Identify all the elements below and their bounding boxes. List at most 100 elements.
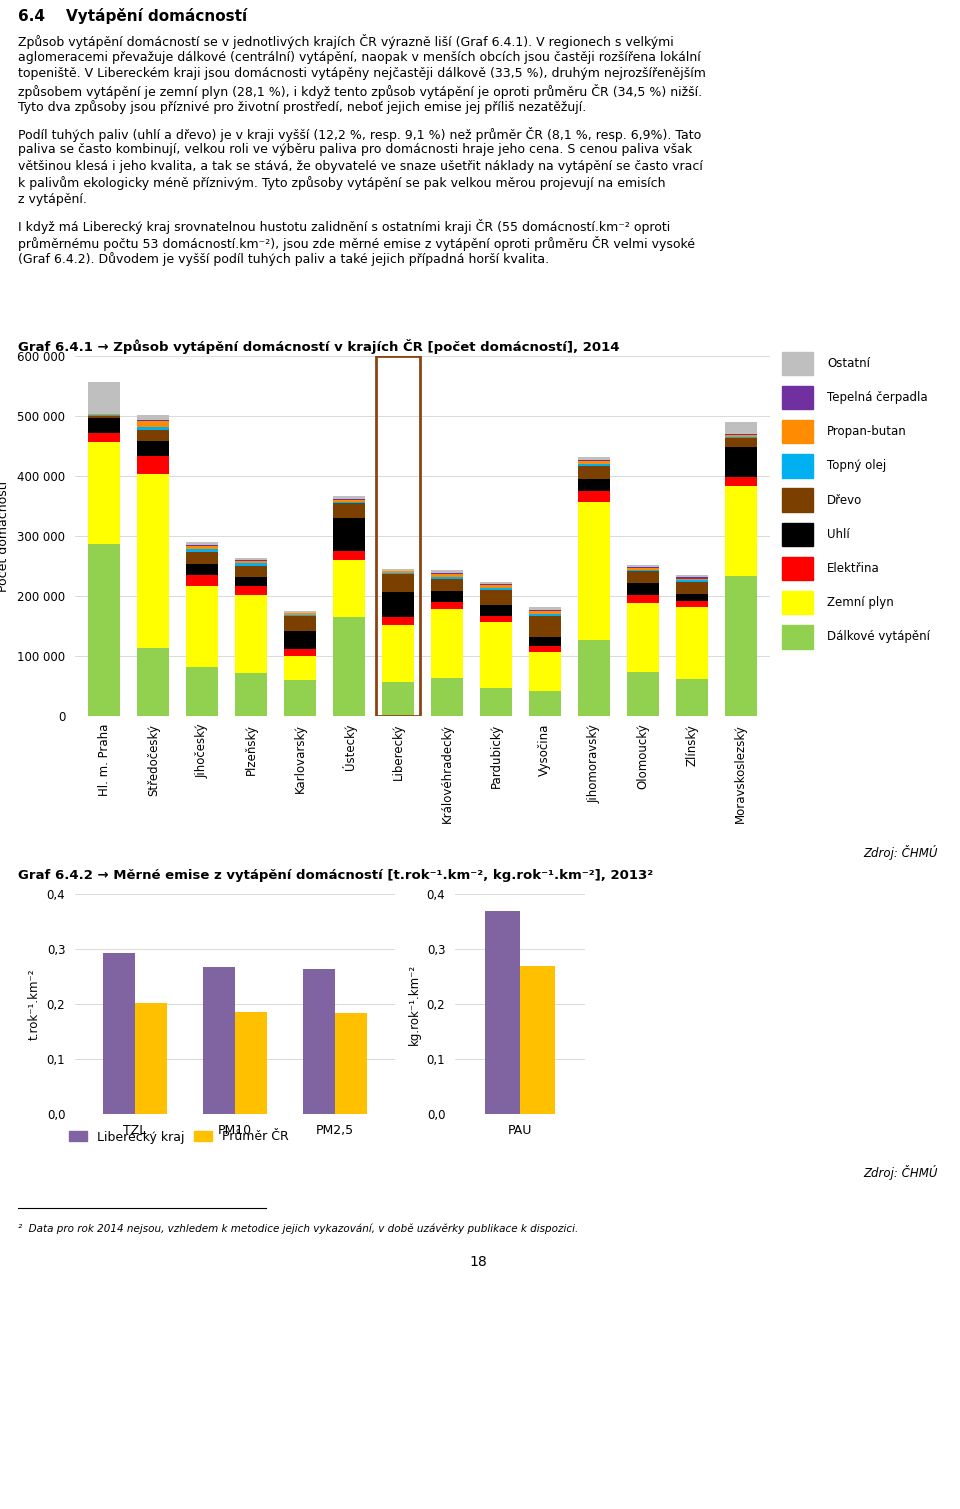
- Bar: [480, 590, 512, 605]
- Bar: [382, 573, 414, 593]
- Bar: [627, 602, 659, 672]
- Bar: [520, 966, 555, 1114]
- Bar: [137, 421, 169, 427]
- Bar: [627, 672, 659, 715]
- Bar: [186, 564, 218, 575]
- Text: aglomeracemi převažuje dálkové (centrální) vytápění, naopak v menších obcích jso: aglomeracemi převažuje dálkové (centráln…: [18, 51, 701, 63]
- Bar: [431, 678, 463, 715]
- Text: 6.4    Vytápění domácností: 6.4 Vytápění domácností: [18, 8, 247, 24]
- Bar: [781, 489, 813, 512]
- Bar: [235, 558, 267, 560]
- Bar: [137, 415, 169, 420]
- Bar: [486, 910, 520, 1114]
- Bar: [431, 592, 463, 602]
- Bar: [529, 646, 561, 652]
- Bar: [88, 416, 120, 418]
- Bar: [235, 563, 267, 566]
- Bar: [480, 581, 512, 584]
- Text: Topný olej: Topný olej: [827, 459, 886, 472]
- Bar: [781, 454, 813, 477]
- Bar: [529, 637, 561, 646]
- Bar: [725, 486, 756, 576]
- Bar: [235, 561, 267, 563]
- Bar: [186, 549, 218, 552]
- Text: Způsob vytápění domácností se v jednotlivých krajích ČR výrazně liší (Graf 6.4.1: Způsob vytápění domácností se v jednotli…: [18, 35, 674, 50]
- Text: z vytápění.: z vytápění.: [18, 193, 86, 205]
- Bar: [382, 593, 414, 617]
- Bar: [627, 572, 659, 584]
- Text: Ostatní: Ostatní: [827, 356, 870, 370]
- Bar: [88, 433, 120, 442]
- Text: k palivům ekologicky méně příznivým. Tyto způsoby vytápění se pak velkou měrou p: k palivům ekologicky méně příznivým. Tyt…: [18, 177, 665, 190]
- Bar: [284, 656, 316, 681]
- Bar: [284, 616, 316, 631]
- Bar: [578, 490, 610, 502]
- Bar: [781, 420, 813, 444]
- Text: Tepelná čerpadla: Tepelná čerpadla: [827, 391, 927, 404]
- Bar: [333, 560, 365, 617]
- Bar: [578, 462, 610, 463]
- Bar: [333, 551, 365, 560]
- Bar: [676, 601, 708, 607]
- Bar: [578, 457, 610, 460]
- Bar: [431, 579, 463, 592]
- Bar: [382, 625, 414, 682]
- Y-axis label: t.rok⁻¹.km⁻²: t.rok⁻¹.km⁻²: [28, 969, 41, 1040]
- Bar: [88, 442, 120, 543]
- Bar: [578, 640, 610, 715]
- Bar: [333, 502, 365, 518]
- Bar: [137, 420, 169, 421]
- Text: Zdroj: ČHMÚ: Zdroj: ČHMÚ: [863, 1165, 938, 1180]
- Bar: [725, 438, 756, 447]
- Bar: [335, 1014, 367, 1114]
- Bar: [382, 682, 414, 715]
- Text: Graf 6.4.1 → Způsob vytápění domácností v krajích ČR [počet domácností], 2014: Graf 6.4.1 → Způsob vytápění domácností …: [18, 340, 619, 355]
- Bar: [235, 585, 267, 595]
- Bar: [529, 616, 561, 637]
- Bar: [529, 614, 561, 616]
- Bar: [431, 602, 463, 610]
- Bar: [235, 673, 267, 715]
- Bar: [431, 576, 463, 579]
- Bar: [137, 649, 169, 715]
- Bar: [431, 610, 463, 678]
- Bar: [676, 607, 708, 679]
- Bar: [382, 617, 414, 625]
- Bar: [627, 569, 659, 570]
- Bar: [186, 585, 218, 667]
- Bar: [382, 569, 414, 570]
- Bar: [303, 969, 335, 1114]
- Text: Uhlí: Uhlí: [827, 528, 850, 540]
- Bar: [676, 679, 708, 715]
- Bar: [578, 502, 610, 640]
- Text: způsobem vytápění je zemní plyn (28,1 %), i když tento způsob vytápění je oproti: způsobem vytápění je zemní plyn (28,1 %)…: [18, 85, 702, 100]
- Bar: [781, 352, 813, 374]
- Bar: [529, 691, 561, 715]
- Bar: [529, 652, 561, 691]
- Bar: [284, 631, 316, 649]
- Bar: [627, 584, 659, 596]
- Bar: [88, 543, 120, 715]
- Bar: [284, 611, 316, 613]
- Text: topeniště. V Libereckém kraji jsou domácnosti vytápěny nejčastěji dálkově (33,5 : topeniště. V Libereckém kraji jsou domác…: [18, 68, 706, 80]
- Bar: [137, 456, 169, 474]
- Bar: [781, 625, 813, 649]
- Bar: [186, 546, 218, 549]
- Bar: [431, 573, 463, 576]
- Text: Dřevo: Dřevo: [827, 493, 862, 507]
- Bar: [203, 967, 235, 1114]
- Bar: [431, 570, 463, 572]
- Text: paliva se často kombinují, velkou roli ve výběru paliva pro domácnosti hraje jeh: paliva se často kombinují, velkou roli v…: [18, 143, 692, 157]
- Bar: [781, 592, 813, 614]
- Bar: [235, 566, 267, 576]
- Text: Zemní plyn: Zemní plyn: [827, 596, 894, 610]
- Text: Zdroj: ČHMÚ: Zdroj: ČHMÚ: [863, 845, 938, 860]
- Bar: [725, 477, 756, 486]
- Text: 18: 18: [469, 1255, 487, 1269]
- Bar: [676, 578, 708, 581]
- Bar: [376, 356, 420, 715]
- Bar: [578, 478, 610, 490]
- Bar: [529, 608, 561, 610]
- Bar: [480, 585, 512, 589]
- Bar: [88, 418, 120, 433]
